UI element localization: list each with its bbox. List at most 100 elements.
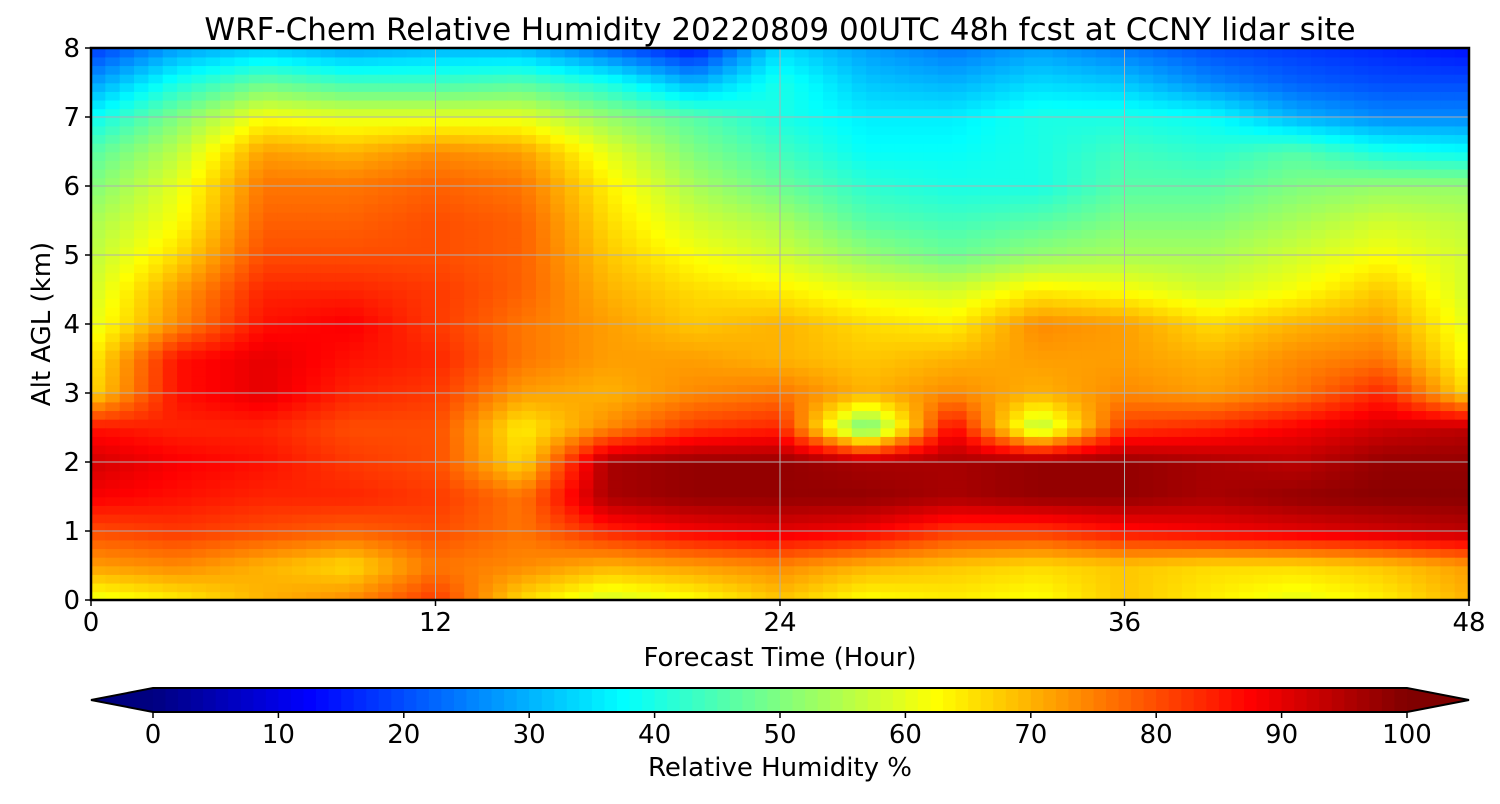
heatmap-cell	[234, 565, 250, 575]
heatmap-cell	[1181, 177, 1198, 187]
heatmap-cell	[421, 410, 437, 420]
heatmap-cell	[535, 56, 552, 67]
heatmap-cell	[148, 341, 164, 351]
heatmap-cell	[980, 505, 997, 515]
heatmap-cell	[550, 479, 566, 489]
heatmap-cell	[1167, 358, 1183, 368]
heatmap-cell	[880, 315, 896, 325]
heatmap-cell	[320, 513, 336, 524]
heatmap-cell	[937, 289, 954, 299]
heatmap-cell	[937, 487, 954, 498]
heatmap-cell	[406, 194, 422, 205]
heatmap-cell	[406, 203, 422, 213]
heatmap-cell	[1124, 246, 1140, 256]
heatmap-cell	[507, 263, 523, 274]
heatmap-cell	[162, 539, 178, 550]
heatmap-cell	[966, 505, 982, 515]
heatmap-cell	[521, 401, 537, 412]
heatmap-cell	[808, 582, 824, 593]
heatmap-cell	[1196, 246, 1212, 256]
heatmap-cell	[363, 168, 379, 179]
heatmap-cell	[880, 117, 896, 127]
heatmap-cell	[392, 298, 408, 308]
heatmap-cell	[406, 522, 422, 532]
heatmap-cell	[1067, 65, 1083, 75]
heatmap-cell	[1124, 367, 1140, 377]
heatmap-cell	[708, 203, 724, 213]
heatmap-cell	[134, 237, 150, 248]
heatmap-cell	[995, 401, 1011, 412]
heatmap-cell	[1110, 401, 1126, 412]
heatmap-cell	[492, 211, 509, 222]
heatmap-cell	[392, 306, 408, 317]
heatmap-cell	[880, 324, 896, 334]
heatmap-cell	[736, 462, 753, 472]
heatmap-cell	[492, 548, 509, 558]
heatmap-cell	[736, 211, 753, 222]
heatmap-cell	[866, 358, 882, 368]
heatmap-cell	[650, 73, 666, 84]
heatmap-cell	[248, 56, 265, 67]
heatmap-cell	[1138, 496, 1154, 506]
heatmap-cell	[134, 444, 150, 455]
heatmap-cell	[1167, 160, 1183, 170]
heatmap-cell	[751, 539, 767, 550]
heatmap-cell	[808, 186, 824, 196]
heatmap-cell	[220, 444, 236, 455]
heatmap-cell	[995, 556, 1011, 567]
heatmap-cell	[277, 255, 293, 265]
heatmap-cell	[765, 56, 781, 67]
heatmap-cell	[593, 349, 609, 360]
heatmap-cell	[1009, 453, 1025, 463]
heatmap-cell	[1052, 444, 1068, 455]
heatmap-cell	[665, 315, 681, 325]
heatmap-cell	[1124, 375, 1140, 386]
heatmap-cell	[1081, 479, 1097, 489]
heatmap-cell	[1181, 272, 1198, 282]
heatmap-cell	[320, 556, 336, 567]
heatmap-cell	[593, 427, 609, 437]
heatmap-cell	[894, 151, 910, 161]
heatmap-cell	[622, 556, 638, 567]
heatmap-cell	[363, 255, 379, 265]
heatmap-cell	[1138, 375, 1154, 386]
heatmap-cell	[808, 73, 824, 84]
heatmap-cell	[607, 556, 623, 567]
heatmap-cell	[636, 565, 652, 575]
heatmap-cell	[550, 237, 566, 248]
heatmap-cell	[808, 332, 824, 343]
heatmap-cell	[780, 349, 796, 360]
heatmap-cell	[335, 505, 351, 515]
heatmap-cell	[148, 591, 164, 600]
heatmap-cell	[478, 99, 494, 110]
heatmap-cell	[736, 48, 753, 58]
heatmap-cell	[421, 306, 437, 317]
heatmap-cell	[751, 315, 767, 325]
heatmap-cell	[1067, 246, 1083, 256]
heatmap-cell	[952, 513, 968, 524]
heatmap-cell	[550, 65, 566, 75]
heatmap-cell	[105, 142, 121, 153]
heatmap-cell	[1081, 298, 1097, 308]
heatmap-cell	[980, 548, 997, 558]
heatmap-cell	[335, 194, 351, 205]
heatmap-cell	[162, 453, 178, 463]
heatmap-cell	[91, 125, 107, 136]
heatmap-cell	[535, 194, 552, 205]
heatmap-cell	[119, 220, 135, 230]
heatmap-cell	[535, 401, 552, 412]
heatmap-cell	[1138, 298, 1154, 308]
heatmap-cell	[1110, 99, 1126, 110]
heatmap-cell	[665, 393, 681, 403]
heatmap-cell	[335, 306, 351, 317]
heatmap-cell	[808, 160, 824, 170]
heatmap-cell	[1167, 453, 1183, 463]
heatmap-cell	[593, 142, 609, 153]
heatmap-cell	[1196, 211, 1212, 222]
heatmap-cell	[1110, 91, 1126, 101]
heatmap-cell	[148, 574, 164, 584]
heatmap-cell	[162, 186, 178, 196]
heatmap-cell	[306, 315, 322, 325]
heatmap-cell	[378, 367, 394, 377]
heatmap-cell	[248, 99, 265, 110]
